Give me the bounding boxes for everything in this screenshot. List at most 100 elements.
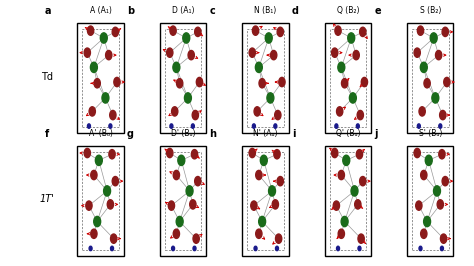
Text: a: a <box>45 6 51 16</box>
Circle shape <box>439 124 442 128</box>
Circle shape <box>102 93 109 103</box>
Bar <box>407 146 454 256</box>
Circle shape <box>442 27 448 36</box>
Circle shape <box>360 177 366 186</box>
Circle shape <box>343 155 350 165</box>
Text: c: c <box>210 6 215 16</box>
Circle shape <box>167 148 173 158</box>
Circle shape <box>95 155 102 165</box>
Text: S' (Bᵤ): S' (Bᵤ) <box>419 128 442 138</box>
Circle shape <box>259 216 265 227</box>
Circle shape <box>275 234 282 243</box>
Circle shape <box>110 246 113 251</box>
Circle shape <box>94 79 100 88</box>
Circle shape <box>88 124 91 128</box>
Text: j: j <box>374 128 378 139</box>
Circle shape <box>437 200 443 209</box>
Circle shape <box>254 107 260 116</box>
Circle shape <box>361 77 367 87</box>
Text: N (B₁): N (B₁) <box>255 6 276 15</box>
Circle shape <box>255 171 262 180</box>
Circle shape <box>332 148 338 158</box>
Bar <box>325 23 371 134</box>
Bar <box>165 152 201 250</box>
Circle shape <box>434 186 440 196</box>
Circle shape <box>91 62 97 73</box>
Circle shape <box>173 229 180 238</box>
Circle shape <box>353 51 359 60</box>
Circle shape <box>86 201 92 210</box>
Circle shape <box>191 124 194 128</box>
Text: A' (Bᵤ): A' (Bᵤ) <box>89 128 112 138</box>
Text: f: f <box>45 128 49 139</box>
Circle shape <box>274 124 277 128</box>
Circle shape <box>259 79 265 88</box>
Circle shape <box>265 33 272 43</box>
Circle shape <box>178 155 185 165</box>
Circle shape <box>269 186 275 196</box>
Circle shape <box>424 216 430 227</box>
Circle shape <box>424 79 430 88</box>
Circle shape <box>176 79 183 88</box>
Circle shape <box>253 124 255 128</box>
Circle shape <box>277 177 283 186</box>
Text: i: i <box>292 128 295 139</box>
Circle shape <box>94 216 100 227</box>
Circle shape <box>420 62 427 73</box>
Text: Q (B₂): Q (B₂) <box>337 6 359 15</box>
Text: Td: Td <box>41 72 54 82</box>
Circle shape <box>419 107 425 116</box>
Circle shape <box>88 26 94 35</box>
Circle shape <box>439 149 445 159</box>
Circle shape <box>107 200 113 209</box>
Circle shape <box>432 93 439 103</box>
Circle shape <box>341 216 348 227</box>
Circle shape <box>255 229 262 238</box>
Text: e: e <box>374 6 381 16</box>
Text: b: b <box>127 6 134 16</box>
Circle shape <box>357 110 364 120</box>
Circle shape <box>190 200 196 209</box>
Bar <box>412 152 448 250</box>
Circle shape <box>184 93 191 103</box>
Circle shape <box>109 124 112 128</box>
Circle shape <box>358 246 361 251</box>
Circle shape <box>271 51 277 60</box>
Circle shape <box>275 246 278 251</box>
Circle shape <box>255 62 262 73</box>
Bar <box>330 152 366 250</box>
Circle shape <box>193 234 199 243</box>
Bar <box>165 30 201 127</box>
Circle shape <box>110 234 117 243</box>
Circle shape <box>249 148 255 158</box>
Circle shape <box>260 155 267 165</box>
Circle shape <box>173 171 180 180</box>
Circle shape <box>91 229 97 238</box>
Circle shape <box>109 149 115 159</box>
Circle shape <box>360 27 366 36</box>
Circle shape <box>267 93 274 103</box>
Circle shape <box>355 200 361 209</box>
Circle shape <box>112 177 118 186</box>
Circle shape <box>274 110 281 120</box>
Circle shape <box>414 148 420 158</box>
Circle shape <box>335 26 341 35</box>
Circle shape <box>337 107 343 116</box>
Circle shape <box>251 201 257 210</box>
Bar <box>412 30 448 127</box>
Circle shape <box>420 171 427 180</box>
Circle shape <box>91 171 97 180</box>
Circle shape <box>84 48 91 57</box>
Bar <box>160 23 206 134</box>
Bar <box>77 146 124 256</box>
Bar <box>82 152 118 250</box>
Text: A (A₁): A (A₁) <box>90 6 111 15</box>
Circle shape <box>420 229 427 238</box>
Circle shape <box>348 33 355 43</box>
Circle shape <box>338 62 345 73</box>
Circle shape <box>418 26 424 35</box>
Circle shape <box>337 246 339 251</box>
Circle shape <box>183 33 190 43</box>
Circle shape <box>195 177 201 186</box>
Circle shape <box>114 77 120 87</box>
